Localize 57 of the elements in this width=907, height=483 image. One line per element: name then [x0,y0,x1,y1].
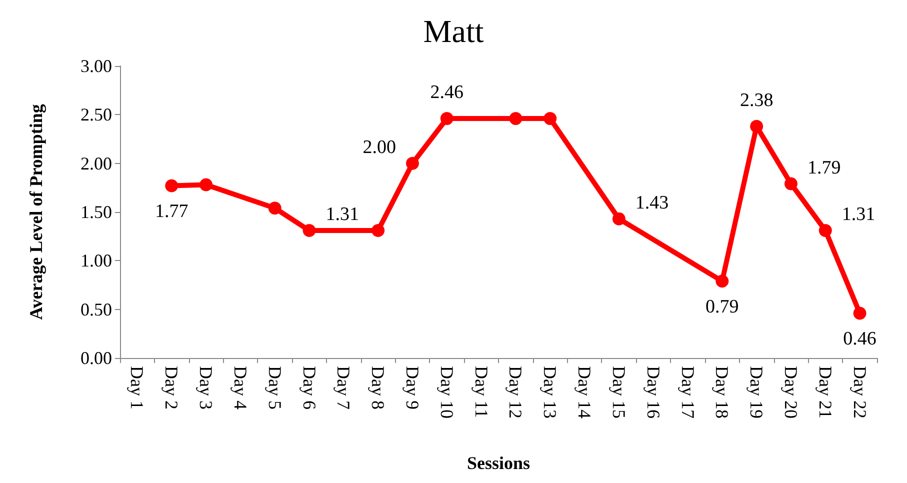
data-label: 2.00 [362,136,396,158]
x-tick-label: Day 18 [712,366,732,418]
point [372,224,385,237]
x-tick-label: Day 10 [436,366,457,418]
data-label: 1.31 [842,204,876,225]
x-tick-label: Day 9 [402,366,422,410]
data-label: 0.79 [706,296,739,318]
point [268,202,282,215]
y-tick-label: 0.00 [80,348,112,368]
point [302,224,316,237]
x-tick-label: Day 20 [780,366,801,418]
point [200,178,213,192]
data-label: 0.46 [843,328,876,350]
y-tick-label: 0.50 [80,299,112,320]
point [784,177,798,190]
point [165,179,178,192]
point [716,274,729,288]
y-tick-label: 2.00 [80,153,112,174]
x-tick-label: Day 14 [574,366,595,418]
x-axis-title: Sessions [466,453,530,473]
point [818,224,832,237]
chart-title: Matt [423,13,484,49]
point [750,120,764,133]
data-label: 1.77 [154,201,188,222]
x-tick-label: Day 21 [815,366,836,418]
point [544,112,557,126]
point [440,112,454,126]
y-tick-label: 1.00 [80,250,112,271]
y-tick-label: 2.50 [80,104,112,125]
point [612,212,626,226]
point [509,112,522,126]
x-tick-label: Day 2 [162,366,182,410]
x-tick-label: Day 11 [471,366,492,418]
data-label: 1.31 [326,204,359,225]
x-tick-label: Day 6 [299,366,320,410]
data-label: 1.43 [635,192,669,214]
data-label: 2.46 [430,82,464,104]
x-tick-label: Day 13 [540,366,560,418]
x-tick-label: Day 17 [678,366,698,418]
x-tick-label: Day 1 [127,366,148,410]
data-label: 1.79 [807,157,841,178]
x-tick-label: Day 7 [334,366,354,410]
data-label: 2.38 [740,90,774,111]
x-tick-label: Day 5 [264,366,285,410]
point [853,306,866,320]
x-tick-label: Day 16 [643,366,664,418]
x-tick-label: Day 4 [230,366,250,410]
x-tick-label: Day 19 [746,366,767,418]
y-axis-title: Average Level of Prompting [26,104,46,320]
y-tick-label: 3.00 [80,56,112,76]
y-tick-label: 1.50 [80,202,112,222]
x-tick-label: Day 3 [196,366,216,410]
point [406,156,419,170]
x-tick-label: Day 12 [506,366,526,418]
x-tick-label: Day 8 [368,366,388,410]
x-tick-label: Day 22 [850,366,870,418]
x-tick-label: Day 15 [608,366,629,418]
